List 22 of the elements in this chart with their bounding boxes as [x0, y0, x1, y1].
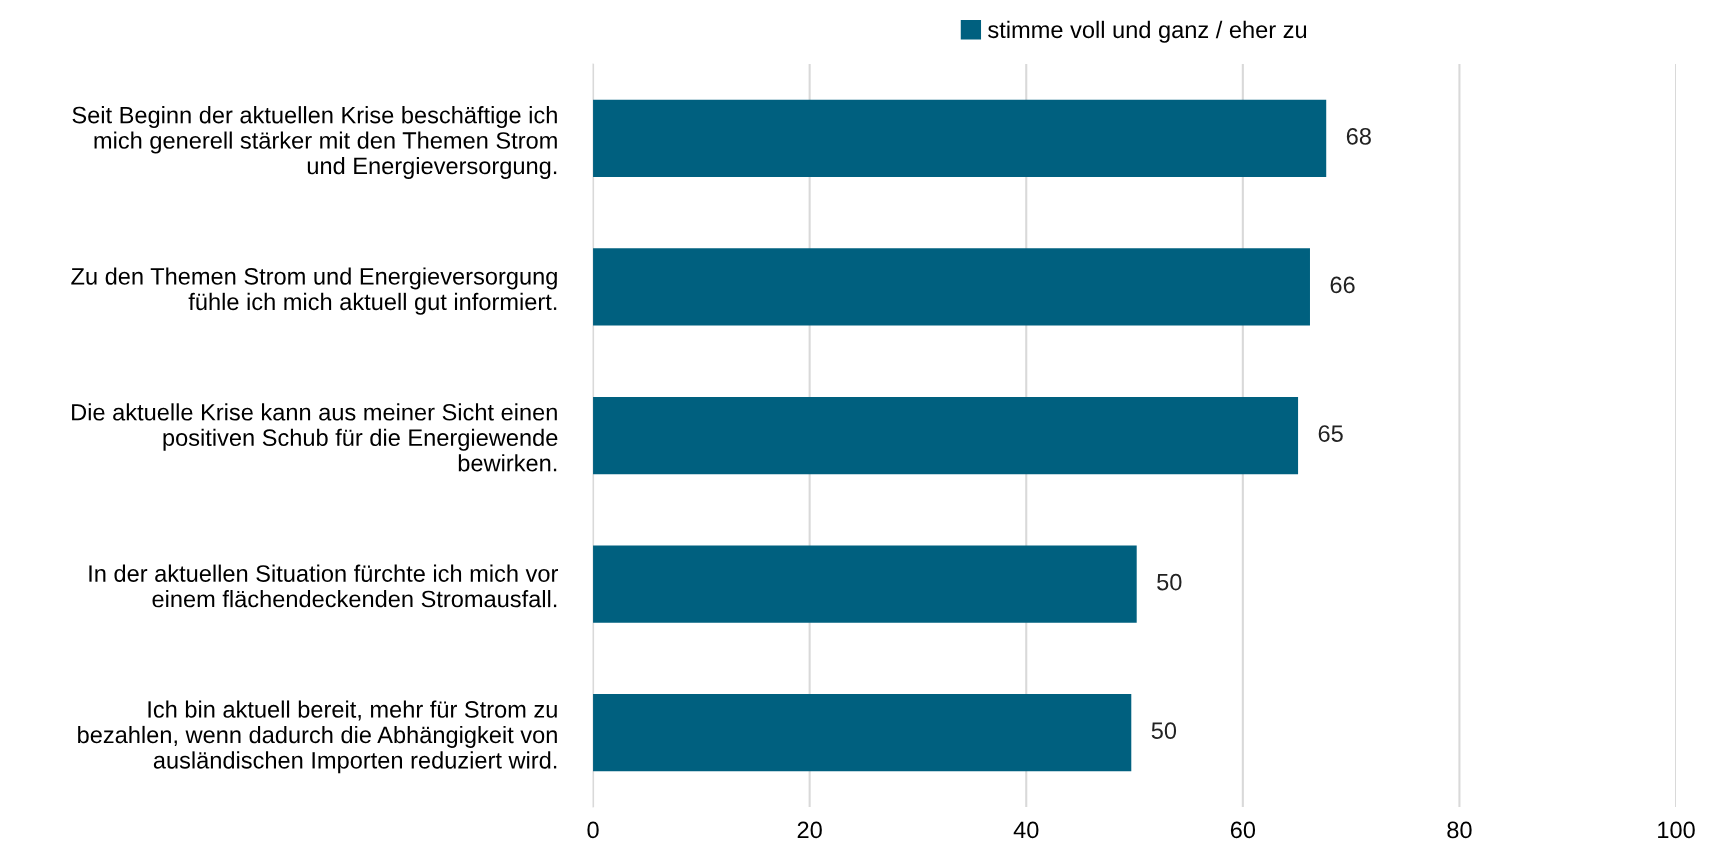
- x-tick-label: 40: [1013, 821, 1039, 839]
- bar: [593, 99, 1327, 177]
- y-tick-label: Zu den Themen Strom und Energieversorgung fühle ich mich aktuell gut informiert.: [71, 267, 557, 315]
- bar: [593, 396, 1299, 475]
- bar: [593, 545, 1137, 623]
- data-label: 66: [1330, 276, 1355, 294]
- data-label: 50: [1157, 573, 1182, 591]
- y-tick-label: Ich bin aktuell bereit, mehr für Strom zu bezahlen, wenn dadurch die Abhängigkeit von ausländischen Importen reduziert wird.: [78, 700, 557, 774]
- bar: [593, 694, 1132, 772]
- x-tick-label: 0: [587, 821, 599, 839]
- y-tick-label: Seit Beginn der aktuellen Krise beschäftige ich mich generell stärker mit den Themen Strom und Energieversorgung.: [72, 106, 557, 179]
- y-tick-label: Die aktuelle Krise kann aus meiner Sicht einen positiven Schub für die Energiewende bewirken.: [72, 403, 558, 472]
- x-tick-label: 20: [797, 821, 822, 839]
- data-label: 50: [1151, 722, 1177, 740]
- bar: [593, 248, 1310, 326]
- y-tick-label: In der aktuellen Situation fürchte ich mich vor einem flächendeckenden Stromausfall.: [89, 564, 558, 608]
- x-tick-label: 100: [1658, 821, 1695, 839]
- data-label: 68: [1346, 127, 1371, 145]
- data-label: 65: [1318, 425, 1343, 442]
- x-tick-label: 80: [1447, 821, 1472, 839]
- legend-label: stimme voll und ganz / eher zu: [988, 20, 1307, 43]
- x-tick-label: 60: [1230, 821, 1256, 839]
